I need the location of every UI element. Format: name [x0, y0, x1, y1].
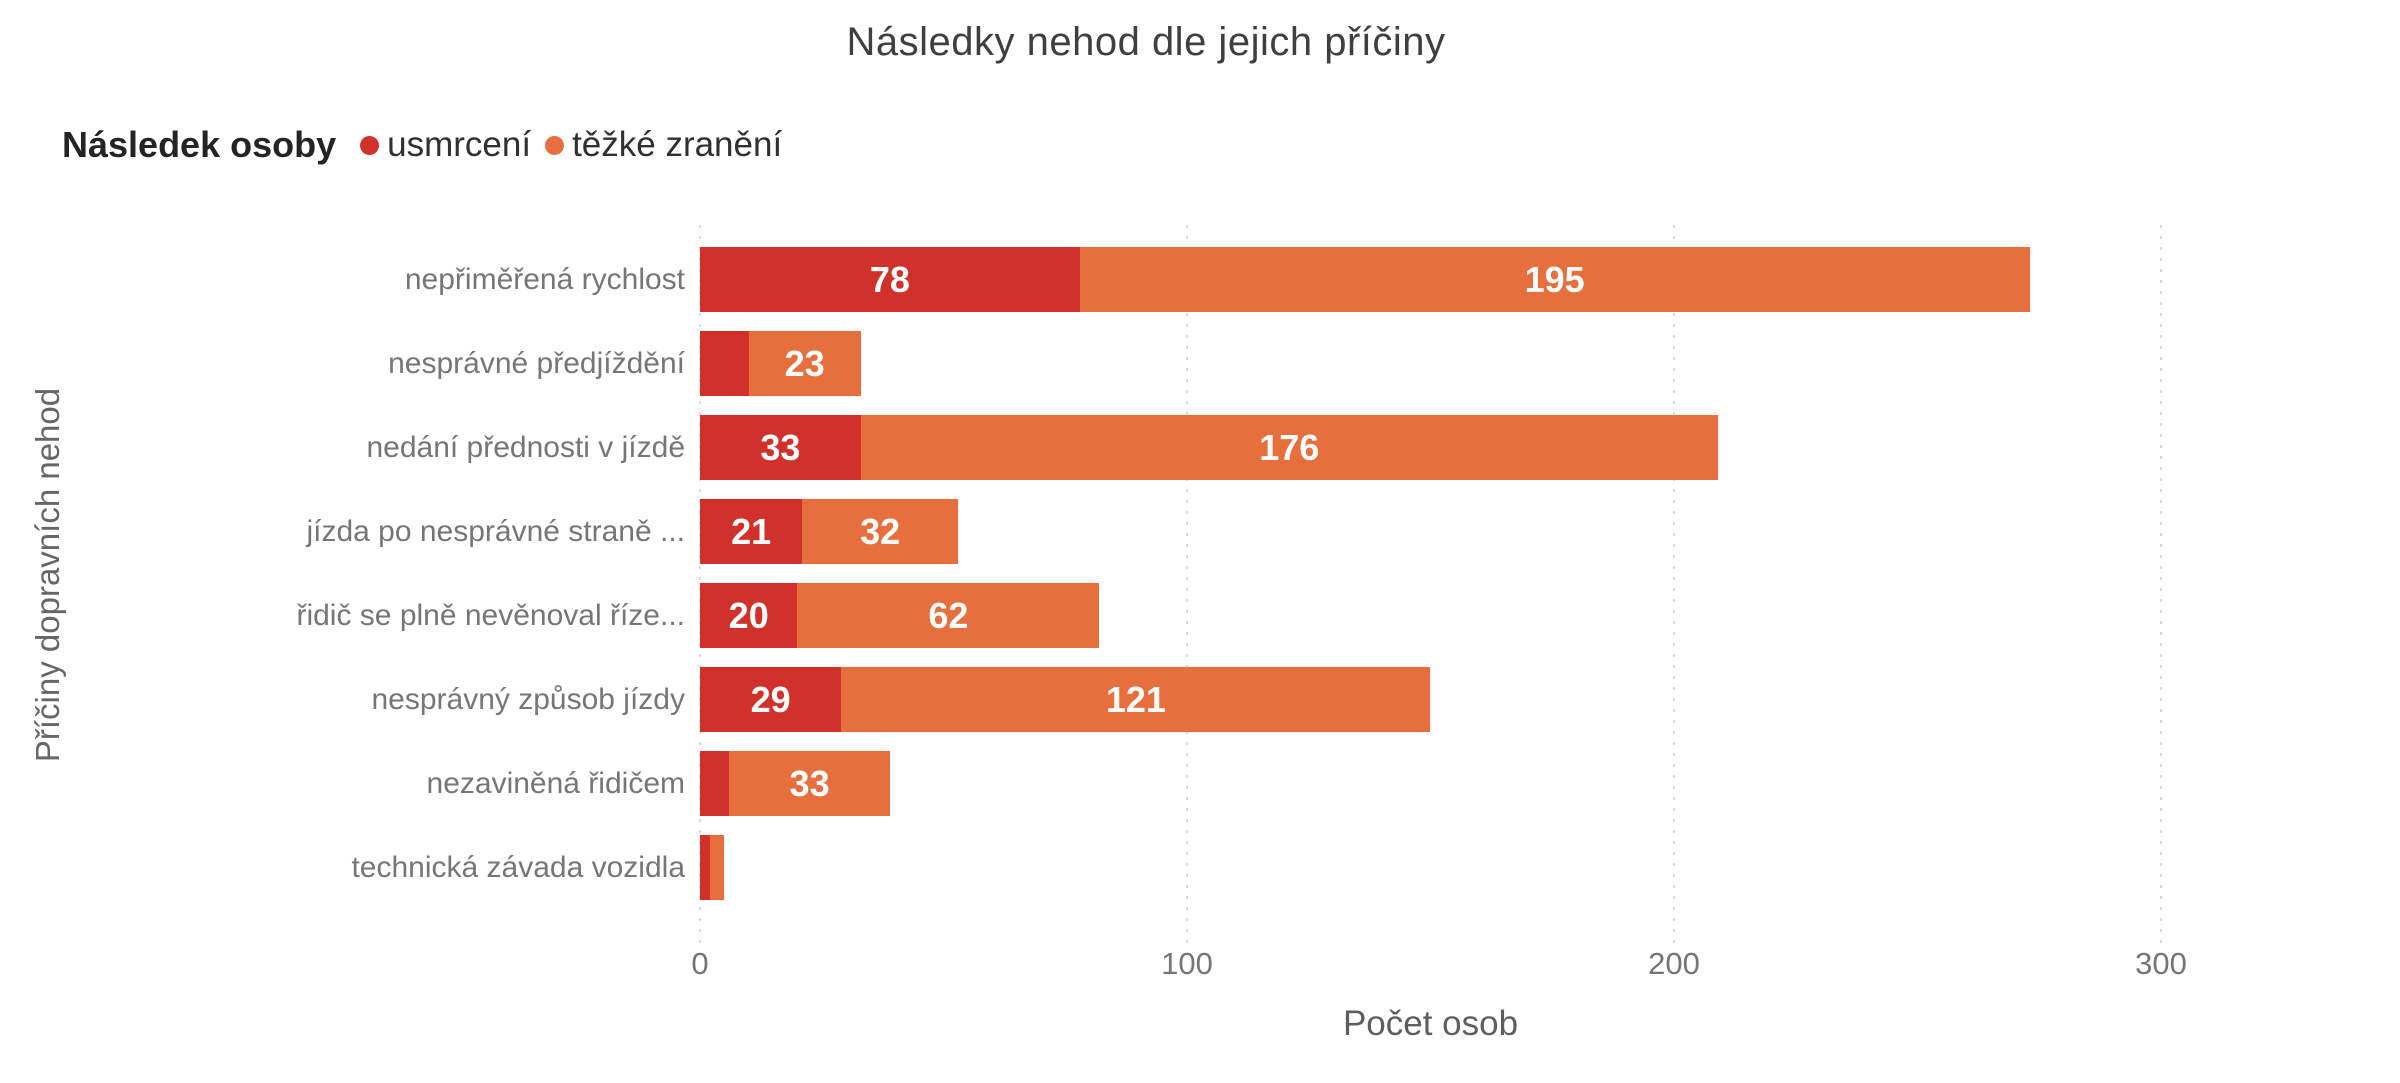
category-label: technická závada vozidla	[351, 851, 685, 884]
bar-segment-usmrcen-[interactable]: 29	[700, 667, 842, 732]
bar-segment-usmrcen-[interactable]: 78	[700, 247, 1080, 312]
bar-segment-usmrcen-[interactable]	[700, 751, 730, 816]
legend-item-label: těžké zranění	[572, 125, 783, 164]
gridline-x-200	[1673, 225, 1675, 945]
bar-row: 23	[700, 331, 861, 396]
x-tick-label-100: 100	[1161, 946, 1213, 981]
bar-row: 29 121	[700, 667, 1431, 732]
bar-segment-usmrcen-[interactable]	[700, 835, 710, 900]
bar-row	[700, 835, 725, 900]
bar-row: 33 176	[700, 415, 1718, 480]
category-label: nesprávný způsob jízdy	[371, 683, 685, 716]
x-tick-label-0: 0	[691, 946, 709, 981]
gridline-x-100	[1186, 225, 1188, 945]
bar-segment-t-k-zran-n-[interactable]: 32	[802, 499, 959, 564]
legend: Následek osoby usmrcení těžké zranění	[62, 124, 782, 166]
bar-segment-t-k-zran-n-[interactable]	[709, 835, 725, 900]
chart-title: Následky nehod dle jejich příčiny	[846, 20, 1446, 64]
legend-item-usmrceni[interactable]: usmrcení	[360, 125, 531, 165]
category-label: jízda po nesprávné straně ...	[306, 515, 685, 548]
category-label: nesprávné předjíždění	[388, 347, 685, 380]
legend-dot-red-icon	[360, 135, 380, 155]
x-tick-label-200: 200	[1648, 946, 1700, 981]
bar-segment-t-k-zran-n-[interactable]: 33	[729, 751, 890, 816]
bar-segment-t-k-zran-n-[interactable]: 23	[748, 331, 861, 396]
x-axis-title: Počet osob	[1342, 1004, 1519, 1043]
gridline-x-300	[2160, 225, 2162, 945]
x-tick-label-300: 300	[2135, 946, 2187, 981]
legend-dot-orange-icon	[545, 135, 565, 155]
bar-segment-t-k-zran-n-[interactable]: 176	[860, 415, 1718, 480]
category-label: nepřiměřená rychlost	[404, 263, 685, 296]
y-axis-title: Příčiny dopravních nehod	[29, 387, 66, 763]
category-label: řidič se plně nevěnoval říze...	[296, 599, 685, 632]
legend-item-label: usmrcení	[387, 125, 532, 164]
bar-segment-t-k-zran-n-[interactable]: 62	[797, 583, 1100, 648]
legend-item-tezke-zraneni[interactable]: těžké zranění	[545, 125, 782, 165]
bar-row: 21 32	[700, 499, 959, 564]
bar-segment-usmrcen-[interactable]: 21	[700, 499, 803, 564]
legend-title: Následek osoby	[62, 124, 337, 165]
bar-row: 20 62	[700, 583, 1100, 648]
category-label: nedání přednosti v jízdě	[366, 431, 685, 464]
category-label: nezaviněná řidičem	[426, 767, 685, 800]
bar-segment-usmrcen-[interactable]: 20	[700, 583, 798, 648]
bar-segment-usmrcen-[interactable]: 33	[700, 415, 861, 480]
bar-row: 33	[700, 751, 890, 816]
bar-segment-usmrcen-[interactable]	[700, 331, 749, 396]
bar-segment-t-k-zran-n-[interactable]: 195	[1079, 247, 2030, 312]
bar-row: 78 195	[700, 247, 2030, 312]
bar-segment-t-k-zran-n-[interactable]: 121	[841, 667, 1431, 732]
